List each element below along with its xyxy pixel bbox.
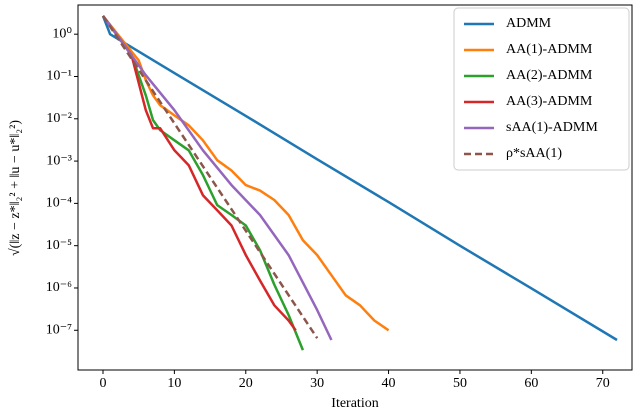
x-tick-label: 20 [239,376,253,391]
x-tick-label: 70 [596,376,610,391]
x-tick-label: 30 [310,376,324,391]
legend-label: sAA(1)-ADMM [506,120,598,135]
series-line [101,15,297,332]
y-tick-label: 10⁻⁷ [46,322,72,337]
y-tick-label: 10⁻⁶ [46,280,72,295]
y-tick-label: 10⁻¹ [46,69,72,84]
x-tick-label: 60 [524,376,538,391]
legend-label: ADMM [506,16,552,31]
y-tick-label: 10⁻² [46,111,72,126]
plot-frame [77,4,633,371]
x-tick-label: 40 [382,376,396,391]
series-line [101,15,305,351]
x-tick-label: 0 [99,376,106,391]
legend-label: ρ*sAA(1) [506,146,562,161]
y-tick-label: 10⁻⁴ [46,196,72,211]
y-axis-label: √(‖z − z*‖₂² + ‖u − u*‖₂²) [8,120,23,256]
y-tick-label: 10⁻⁵ [46,238,72,253]
y-tick-label: 10⁰ [52,26,72,41]
legend-label: AA(2)-ADMM [506,68,593,83]
series-line [101,15,618,342]
y-tick-label: 10⁻³ [46,153,72,168]
x-axis-label: Iteration [331,396,378,411]
legend-label: AA(3)-ADMM [506,94,593,109]
x-tick-label: 50 [453,376,467,391]
series-line [102,15,390,332]
series-line [101,15,333,341]
series-line [101,15,319,339]
legend-box [453,7,630,171]
x-tick-label: 10 [167,376,181,391]
legend-label: AA(1)-ADMM [506,42,593,57]
